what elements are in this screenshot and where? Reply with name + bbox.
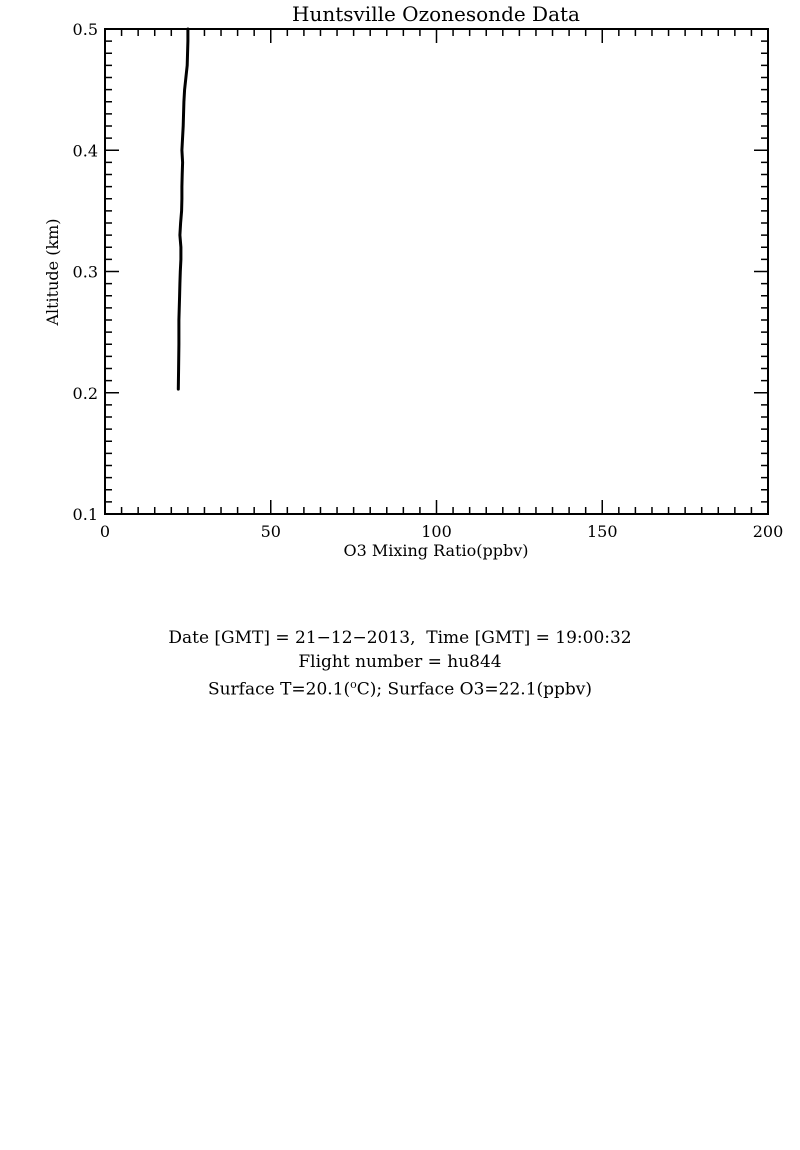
ozonesonde-chart: Huntsville Ozonesonde Data Altitude (km)… bbox=[43, 2, 784, 560]
x-tick-label: 200 bbox=[753, 522, 784, 541]
x-tick-label: 100 bbox=[421, 522, 452, 541]
y-tick-label: 0.4 bbox=[73, 141, 98, 160]
ozone-profile-line bbox=[176, 27, 190, 391]
series-layer bbox=[176, 27, 190, 391]
x-axis-label: O3 Mixing Ratio(ppbv) bbox=[343, 541, 528, 560]
x-tick-label: 0 bbox=[100, 522, 110, 541]
flight-info-line-1: Date [GMT] = 21−12−2013, Time [GMT] = 19… bbox=[168, 628, 632, 648]
y-tick-label: 0.5 bbox=[73, 20, 98, 39]
flight-info-line-3: Surface T=20.1(oC); Surface O3=22.1(ppbv… bbox=[0, 673, 800, 702]
plot-frame bbox=[104, 28, 769, 515]
tick-labels: 0 50 100 150 200 0.1 0.2 0.3 0.4 0.5 bbox=[73, 20, 784, 541]
degree-symbol: o bbox=[350, 678, 357, 691]
chart-title: Huntsville Ozonesonde Data bbox=[292, 2, 580, 26]
y-tick-label: 0.1 bbox=[73, 505, 98, 524]
y-tick-label: 0.2 bbox=[73, 384, 98, 403]
y-axis-label: Altitude (km) bbox=[43, 218, 62, 326]
tick-marks bbox=[104, 28, 769, 515]
surface-summary-prefix: Surface T=20.1( bbox=[207, 679, 351, 700]
surface-summary-suffix: C); Surface O3=22.1(ppbv) bbox=[356, 679, 593, 700]
flight-info-line-2: Flight number = hu844 bbox=[298, 652, 502, 672]
y-tick-label: 0.3 bbox=[73, 263, 98, 282]
x-tick-label: 150 bbox=[587, 522, 618, 541]
x-tick-label: 50 bbox=[261, 522, 281, 541]
